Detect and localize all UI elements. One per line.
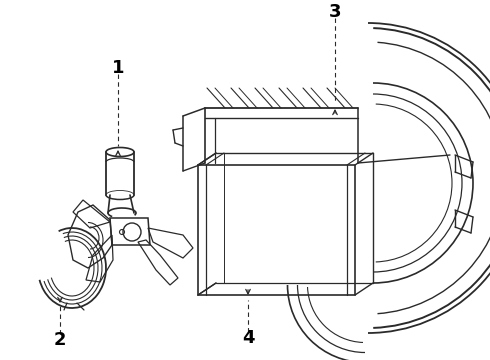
Text: 4: 4 [242, 329, 254, 347]
Text: 1: 1 [112, 59, 124, 77]
Text: 3: 3 [329, 3, 341, 21]
Text: 2: 2 [54, 331, 66, 349]
